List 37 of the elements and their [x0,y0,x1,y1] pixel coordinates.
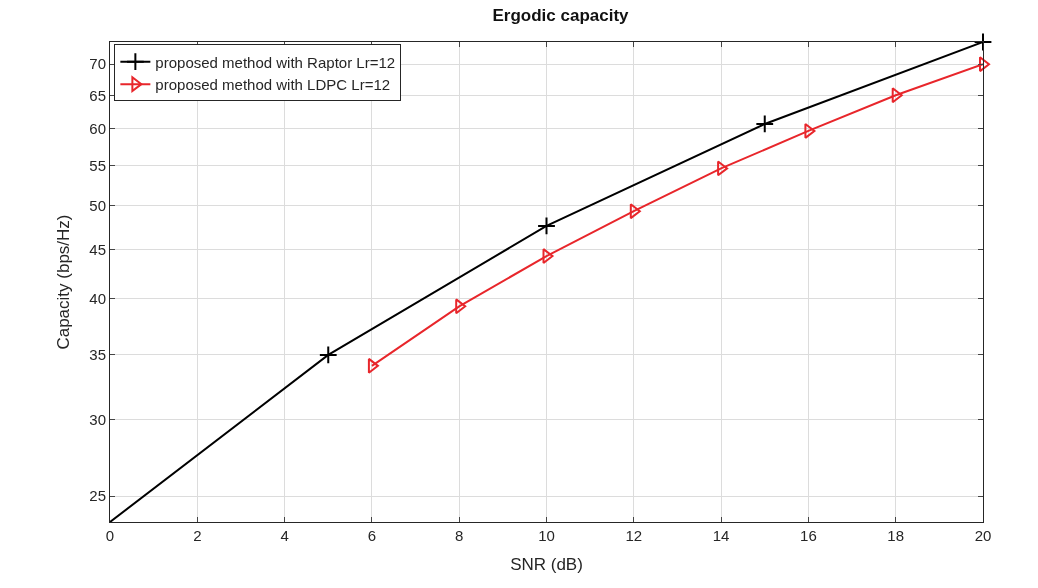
x-tick-label: 0 [105,527,115,544]
point [717,160,729,177]
x-tick-label: 20 [974,527,992,544]
y-tick-label: 65 [89,86,106,104]
x-tick-label: 14 [712,527,730,544]
point [542,248,554,265]
x-tick-label: 8 [455,527,464,544]
x-tick-label: 18 [887,527,905,544]
x-tick-label: 16 [800,527,817,544]
y-tick-label: 30 [89,410,106,428]
y-tick-label: 35 [89,346,106,364]
x-tick-label: 4 [280,527,289,544]
y-tick-label: 50 [89,196,106,214]
y-axis-title: Capacity (bps/Hz) [53,214,73,350]
point [804,123,816,139]
x-tick-label: 12 [625,527,643,544]
x-axis-title: SNR (dB) [510,555,583,575]
point [318,345,338,365]
point [973,32,993,52]
y-tick-label: 60 [89,120,106,138]
legend-label: proposed method with Raptor Lr=12 [155,53,396,71]
point [891,87,903,104]
chart-title: Ergodic capacity [492,5,630,25]
y-tick-label: 55 [89,156,106,174]
point [455,298,467,315]
point [755,114,775,134]
y-tick-label: 45 [89,240,106,258]
x-tick-label: 6 [367,527,377,544]
x-tick-label: 2 [193,527,202,544]
point [629,203,641,220]
point [367,357,379,374]
y-tick-label: 70 [89,55,106,73]
x-tick-label: 10 [538,527,555,544]
legend-label: proposed method with LDPC Lr=12 [155,76,391,93]
point [537,216,556,236]
y-tick-label: 25 [89,487,106,505]
y-tick-label: 40 [89,290,106,308]
